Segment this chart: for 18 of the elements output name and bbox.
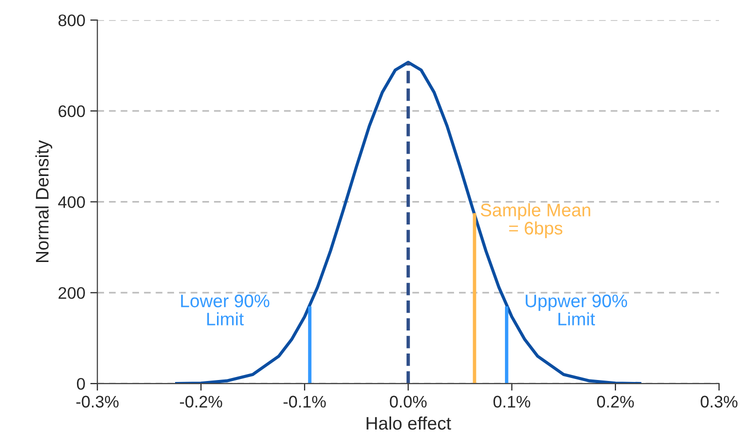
y-tick-label: 600: [58, 105, 85, 118]
x-tick-label: 0.1%: [493, 396, 530, 408]
y-axis-title: Normal Density: [35, 140, 52, 262]
x-tick-label: -0.3%: [76, 396, 119, 408]
annotation: Uppwer 90% Limit: [526, 294, 628, 326]
x-tick-label: -0.2%: [180, 396, 222, 408]
x-tick-label: 0.2%: [597, 396, 634, 408]
x-axis-title: Halo effect: [366, 416, 452, 430]
annotation: Lower 90% Limit: [181, 294, 270, 326]
x-tick-label: -0.1%: [284, 396, 326, 408]
y-tick-label: 200: [58, 287, 85, 299]
x-tick-label: 0.0%: [390, 396, 427, 408]
x-tick-label: 0.3%: [700, 396, 738, 408]
annotation: Sample Mean = 6bps: [480, 203, 590, 238]
y-tick-label: 0: [76, 378, 85, 390]
line-series: [174, 60, 643, 384]
y-tick-label: 400: [58, 196, 85, 208]
y-tick-label: 800: [58, 14, 85, 26]
